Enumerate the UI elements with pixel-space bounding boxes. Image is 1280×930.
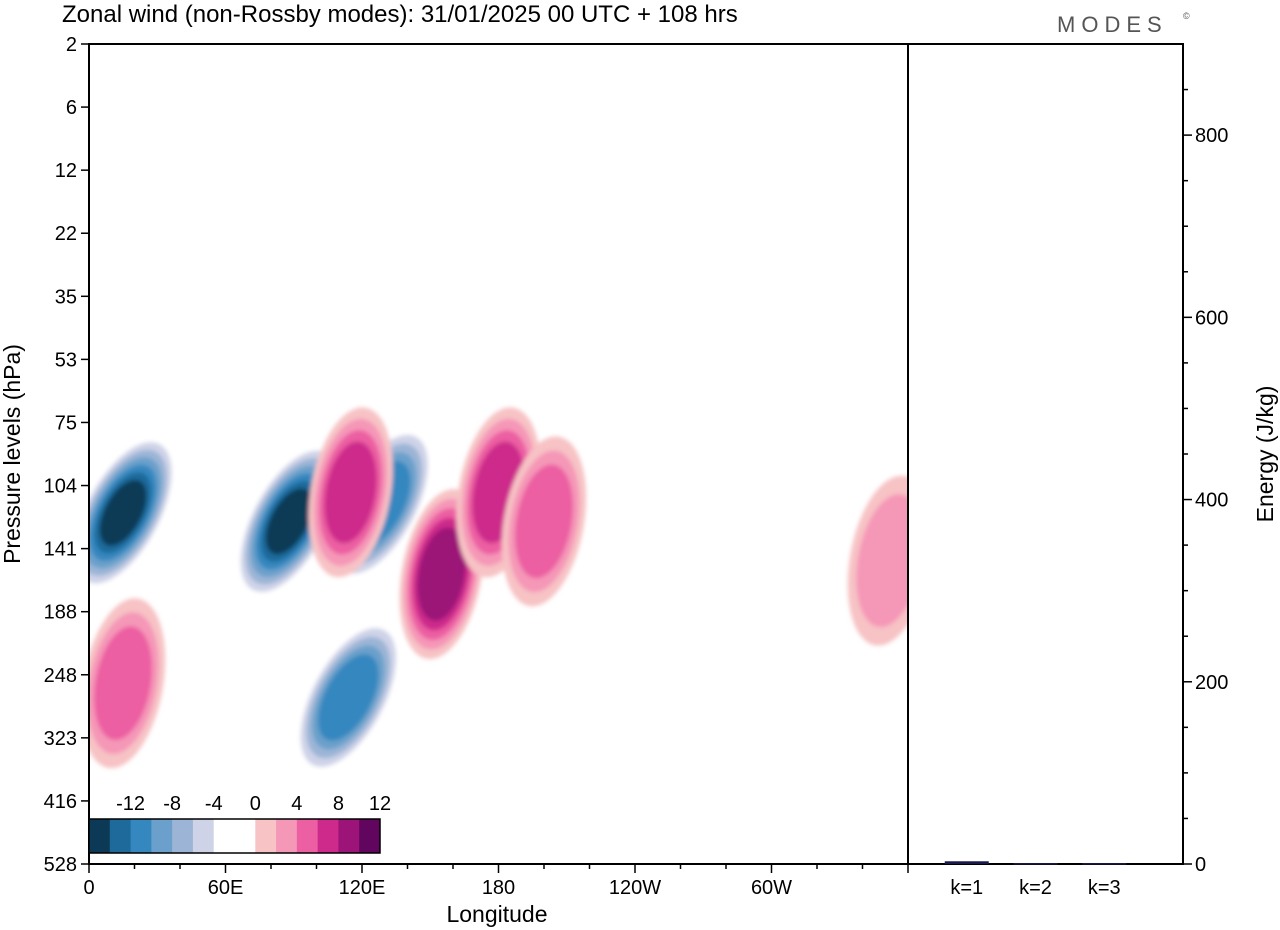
colorbar-swatch bbox=[317, 819, 339, 853]
energy-tick-label: 400 bbox=[1195, 490, 1228, 512]
colorbar-swatch bbox=[213, 819, 235, 853]
colorbar-frame bbox=[88, 818, 381, 854]
energy-axis: 0 200 400 600 800 bbox=[1183, 88, 1228, 876]
x-tick-label: 60W bbox=[751, 877, 792, 899]
energy-bar bbox=[944, 861, 989, 864]
energy-category-label: k=1 bbox=[950, 877, 983, 899]
y-axis-label: Pressure levels (hPa) bbox=[0, 344, 25, 564]
x-axis: 0 60E 120E 180 120W 60W bbox=[83, 864, 909, 899]
energy-tick-label: 200 bbox=[1195, 672, 1228, 694]
colorbar-label: -12 bbox=[116, 793, 145, 815]
colorbar: -12 -8 -4 0 4 8 12 bbox=[88, 793, 391, 854]
energy-tick-label: 800 bbox=[1195, 125, 1228, 147]
colorbar-swatch bbox=[234, 819, 256, 853]
chart-title: Zonal wind (non-Rossby modes): 31/01/202… bbox=[62, 1, 738, 28]
energy-bar bbox=[1013, 863, 1058, 865]
y-tick-label: 6 bbox=[66, 97, 77, 119]
colorbar-label: -8 bbox=[163, 793, 181, 815]
energy-axis-label: Energy (J/kg) bbox=[1252, 386, 1278, 523]
heatmap-field bbox=[89, 44, 908, 864]
colorbar-swatch bbox=[255, 819, 277, 853]
y-tick-label: 248 bbox=[44, 665, 77, 687]
energy-panel-frame bbox=[907, 43, 1184, 865]
colorbar-label: -4 bbox=[205, 793, 223, 815]
y-tick-label: 416 bbox=[44, 791, 77, 813]
x-axis-label: Longitude bbox=[446, 901, 547, 927]
y-tick-label: 12 bbox=[55, 160, 77, 182]
logo-text: MODES bbox=[1057, 12, 1168, 37]
modes-logo: MODES © bbox=[1057, 11, 1190, 37]
energy-category-label: k=3 bbox=[1088, 877, 1121, 899]
contour-region bbox=[99, 479, 147, 546]
colorbar-swatch bbox=[296, 819, 319, 853]
y-axis: 2 6 12 22 35 53 75 104 141 188 248 323 416 528 bbox=[44, 34, 89, 876]
colorbar-swatch bbox=[359, 819, 381, 853]
x-tick-label: 60E bbox=[208, 877, 244, 899]
energy-bars: k=1 k=2 k=3 bbox=[944, 861, 1127, 899]
y-tick-label: 104 bbox=[44, 476, 77, 498]
y-tick-label: 2 bbox=[66, 34, 77, 56]
colorbar-swatch bbox=[192, 819, 215, 853]
contour-region bbox=[329, 452, 372, 532]
y-tick-label: 35 bbox=[55, 286, 77, 308]
colorbar-label: 0 bbox=[250, 793, 261, 815]
y-tick-label: 22 bbox=[55, 223, 77, 245]
x-tick-label: 120W bbox=[609, 877, 661, 899]
contour-region bbox=[323, 663, 373, 732]
energy-tick-label: 600 bbox=[1195, 307, 1228, 329]
colorbar-swatch bbox=[89, 819, 111, 853]
colorbar-swatch bbox=[338, 819, 360, 853]
contour-region bbox=[521, 478, 567, 564]
energy-category-label: k=2 bbox=[1019, 877, 1052, 899]
contour-region bbox=[421, 536, 462, 612]
x-tick-label: 0 bbox=[83, 877, 94, 899]
y-tick-label: 323 bbox=[44, 728, 77, 750]
colorbar-swatch bbox=[172, 819, 194, 853]
logo-mark: © bbox=[1183, 11, 1190, 21]
y-tick-label: 188 bbox=[44, 602, 77, 624]
y-tick-label: 528 bbox=[44, 854, 77, 876]
contour-region bbox=[265, 488, 313, 555]
colorbar-label: 8 bbox=[333, 793, 344, 815]
colorbar-label: 4 bbox=[291, 793, 302, 815]
colorbar-swatch bbox=[151, 819, 173, 853]
colorbar-swatch bbox=[130, 819, 152, 853]
y-tick-label: 141 bbox=[44, 539, 77, 561]
energy-tick-label: 0 bbox=[1195, 854, 1206, 876]
contour-region bbox=[100, 640, 146, 726]
colorbar-swatch bbox=[109, 819, 132, 853]
y-tick-label: 75 bbox=[55, 412, 77, 434]
colorbar-label: 12 bbox=[369, 793, 391, 815]
x-tick-label: 180 bbox=[482, 877, 515, 899]
colorbar-swatch bbox=[276, 819, 298, 853]
contour-region bbox=[864, 512, 908, 609]
energy-bar bbox=[1082, 863, 1127, 865]
y-tick-label: 53 bbox=[55, 349, 77, 371]
x-tick-label: 120E bbox=[339, 877, 386, 899]
